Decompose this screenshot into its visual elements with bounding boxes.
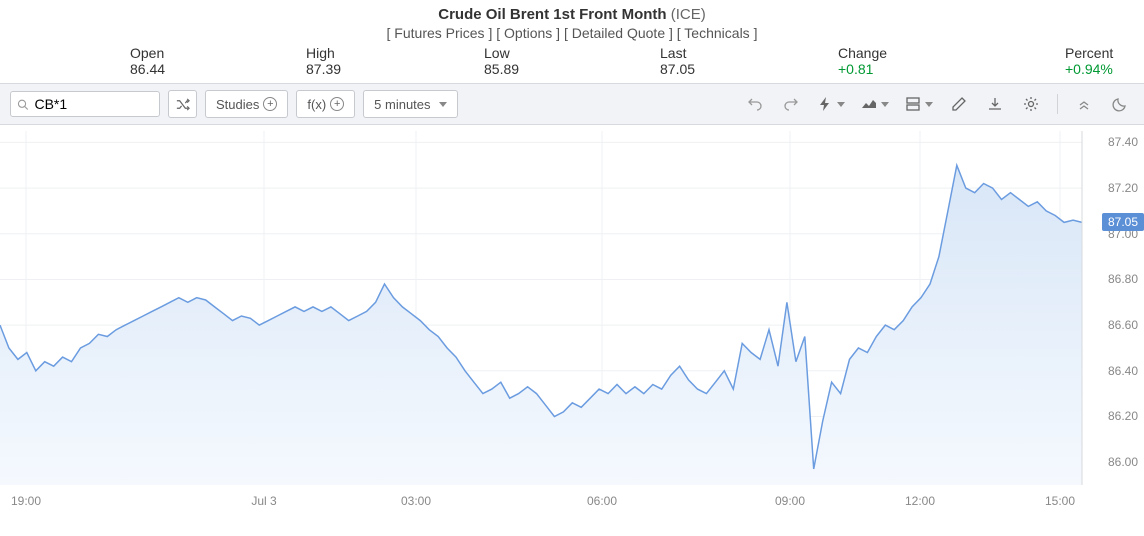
settings-button[interactable] — [1017, 90, 1045, 118]
undo-button[interactable] — [741, 90, 769, 118]
chart-area-icon — [861, 96, 877, 112]
draw-button[interactable] — [945, 90, 973, 118]
stat-change: Change+0.81 — [838, 45, 887, 77]
stat-percent: Percent+0.94% — [1065, 45, 1113, 77]
stat-value: 87.05 — [660, 61, 695, 77]
pencil-icon — [951, 96, 967, 112]
x-axis-tick: 12:00 — [905, 494, 935, 508]
y-axis-tick: 86.20 — [1108, 409, 1138, 423]
y-axis-tick: 86.40 — [1108, 364, 1138, 378]
y-axis-tick: 86.00 — [1108, 455, 1138, 469]
stat-last: Last87.05 — [660, 45, 695, 77]
stat-label: Percent — [1065, 45, 1113, 61]
y-axis-tick: 87.20 — [1108, 181, 1138, 195]
y-axis-tick: 86.60 — [1108, 318, 1138, 332]
header-link[interactable]: [ Detailed Quote ] — [564, 25, 673, 41]
studies-label: Studies — [216, 97, 259, 112]
plus-icon: + — [263, 97, 277, 111]
stat-value: 85.89 — [484, 61, 519, 77]
undo-icon — [747, 96, 763, 112]
chevron-down-icon — [925, 102, 933, 107]
x-axis-tick: Jul 3 — [251, 494, 276, 508]
stat-value: +0.94% — [1065, 61, 1113, 77]
header-links: [ Futures Prices ] [ Options ] [ Detaile… — [0, 25, 1144, 41]
header-link[interactable]: [ Futures Prices ] — [387, 25, 493, 41]
stat-value: 86.44 — [130, 61, 165, 77]
chevron-down-icon — [439, 102, 447, 107]
chevron-down-icon — [881, 102, 889, 107]
download-icon — [987, 96, 1003, 112]
compare-button[interactable] — [168, 90, 197, 118]
chart-canvas — [0, 125, 1144, 510]
interval-select[interactable]: 5 minutes — [363, 90, 457, 118]
chevron-double-up-icon — [1076, 96, 1092, 112]
collapse-button[interactable] — [1070, 90, 1098, 118]
stat-high: High87.39 — [306, 45, 341, 77]
lightning-icon — [817, 96, 833, 112]
x-axis-tick: 15:00 — [1045, 494, 1075, 508]
studies-button[interactable]: Studies + — [205, 90, 288, 118]
events-button[interactable] — [813, 90, 849, 118]
chart-toolbar: Studies + f(x) + 5 minutes — [0, 83, 1144, 125]
interval-label: 5 minutes — [374, 97, 430, 112]
theme-button[interactable] — [1106, 90, 1134, 118]
header-link[interactable]: [ Technicals ] — [677, 25, 758, 41]
layout-icon — [905, 96, 921, 112]
chevron-down-icon — [837, 102, 845, 107]
stat-label: Last — [660, 45, 695, 61]
stat-open: Open86.44 — [130, 45, 165, 77]
search-icon — [17, 98, 28, 111]
y-axis-tick: 87.40 — [1108, 135, 1138, 149]
symbol-input-wrap[interactable] — [10, 91, 160, 117]
redo-button[interactable] — [777, 90, 805, 118]
download-button[interactable] — [981, 90, 1009, 118]
exchange-code: (ICE) — [671, 6, 706, 23]
toolbar-divider — [1057, 94, 1058, 114]
redo-icon — [783, 96, 799, 112]
plus-icon: + — [330, 97, 344, 111]
fx-label: f(x) — [307, 97, 326, 112]
y-axis-tick: 86.80 — [1108, 272, 1138, 286]
fx-button[interactable]: f(x) + — [296, 90, 355, 118]
stats-row: Open86.44 High87.39 Low85.89 Last87.05 Chang… — [0, 43, 1144, 83]
stat-value: +0.81 — [838, 61, 887, 77]
header-link[interactable]: [ Options ] — [496, 25, 560, 41]
stat-label: Open — [130, 45, 165, 61]
moon-icon — [1112, 96, 1128, 112]
x-axis-tick: 06:00 — [587, 494, 617, 508]
stat-label: High — [306, 45, 341, 61]
instrument-title: Crude Oil Brent 1st Front Month — [438, 6, 666, 23]
symbol-input[interactable] — [32, 95, 153, 113]
chart-type-button[interactable] — [857, 90, 893, 118]
stat-label: Low — [484, 45, 519, 61]
shuffle-icon — [175, 97, 190, 112]
chart-header: Crude Oil Brent 1st Front Month (ICE) [ … — [0, 0, 1144, 43]
gear-icon — [1023, 96, 1039, 112]
x-axis-tick: 19:00 — [11, 494, 41, 508]
stat-low: Low85.89 — [484, 45, 519, 77]
x-axis-tick: 09:00 — [775, 494, 805, 508]
layout-button[interactable] — [901, 90, 937, 118]
last-price-tag: 87.05 — [1102, 213, 1144, 231]
x-axis-tick: 03:00 — [401, 494, 431, 508]
stat-value: 87.39 — [306, 61, 341, 77]
stat-label: Change — [838, 45, 887, 61]
price-chart[interactable]: 86.0086.2086.4086.6086.8087.0087.2087.40… — [0, 125, 1144, 510]
